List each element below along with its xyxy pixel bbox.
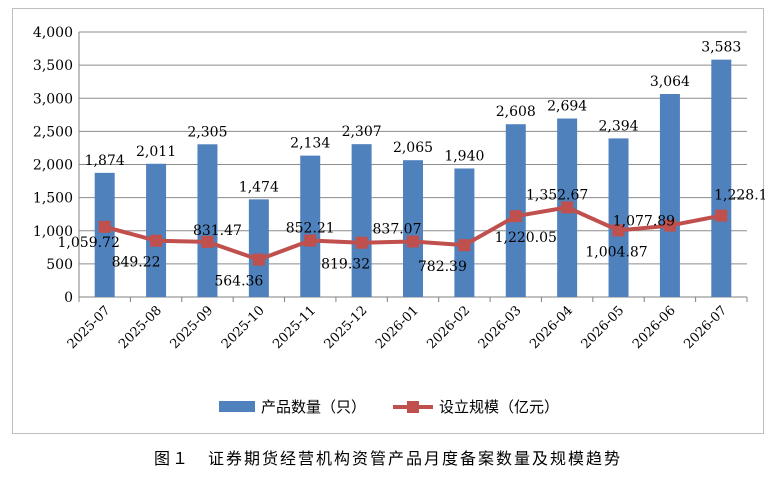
line-point — [561, 201, 574, 214]
bar — [403, 160, 423, 297]
x-tick-label: 2025-11 — [270, 303, 319, 352]
line-series — [98, 201, 728, 266]
line-point — [252, 253, 265, 266]
x-tick-label: 2025-08 — [116, 303, 165, 352]
line-data-label: 1,077.89 — [613, 214, 675, 230]
bar — [146, 163, 167, 297]
bar — [351, 144, 372, 297]
y-tick-label: 1,000 — [33, 224, 73, 240]
bar-data-label: 1,874 — [85, 153, 125, 169]
line-data-label: 1,352.67 — [526, 187, 588, 203]
x-tick-label: 2026-06 — [630, 303, 679, 352]
line-data-label: 782.39 — [418, 259, 467, 275]
line-point — [304, 234, 317, 247]
bar-data-label: 1,474 — [239, 179, 279, 195]
bar-data-label: 2,694 — [547, 99, 587, 115]
line-point — [612, 224, 625, 237]
bar — [197, 144, 218, 297]
legend-label-line: 设立规模（亿元） — [439, 398, 559, 416]
chart-frame: 0 500 1,000 1,500 2,000 2,500 3,000 3,500 4,000 … — [12, 8, 765, 434]
bar-data-label: 2,134 — [290, 136, 330, 152]
bar-data-label: 2,305 — [187, 124, 227, 140]
bar — [711, 59, 732, 297]
y-axis-ticks: 0 500 1,000 1,500 2,000 2,500 3,000 3,500 4,000 — [33, 25, 73, 306]
legend: 产品数量（只） 设立规模（亿元） — [219, 398, 559, 416]
line-data-label: 1,059.72 — [58, 235, 120, 251]
bar-series — [94, 59, 732, 298]
x-tick-label: 2026-04 — [527, 303, 576, 352]
y-tick-label: 500 — [46, 257, 73, 273]
bar-data-label: 2,307 — [342, 124, 382, 140]
bar-data-label: 2,608 — [496, 104, 536, 120]
line-point — [509, 210, 522, 223]
line-data-label: 819.32 — [321, 257, 370, 273]
x-tick-label: 2025-07 — [65, 303, 114, 352]
line-data-label: 852.21 — [286, 221, 335, 237]
line-point — [715, 209, 728, 222]
y-tick-label: 3,500 — [33, 58, 73, 74]
y-tick-label: 4,000 — [33, 25, 73, 41]
bar-data-label: 3,064 — [650, 74, 690, 90]
x-tick-label: 2026-03 — [476, 303, 525, 352]
bar-data-label: 2,394 — [598, 118, 638, 134]
x-axis-ticks: 2025-07 2025-08 2025-09 2025-10 2025-11 2025-… — [65, 303, 730, 352]
bar — [608, 138, 629, 297]
legend-marker-line — [407, 401, 419, 413]
x-tick-label: 2025-09 — [167, 303, 216, 352]
y-tick-label: 0 — [64, 290, 73, 306]
x-tick-label: 2025-10 — [219, 303, 268, 352]
x-tick-label: 2026-07 — [681, 303, 730, 352]
line-point — [458, 239, 471, 252]
line-point — [201, 235, 214, 248]
line-point — [407, 235, 419, 248]
legend-label-bar: 产品数量（只） — [261, 398, 366, 416]
bar — [248, 199, 269, 297]
line-point — [663, 219, 676, 232]
line-data-label: 1,004.87 — [585, 244, 647, 260]
y-tick-label: 2,000 — [33, 158, 73, 174]
bar-data-label: 2,065 — [393, 140, 433, 156]
line-data-label: 1,228.19 — [714, 188, 765, 204]
y-tick-label: 2,500 — [33, 124, 73, 140]
line-point — [98, 220, 111, 233]
bar — [94, 172, 115, 297]
line-data-label: 837.07 — [373, 222, 422, 238]
line-data-label: 849.22 — [112, 255, 161, 271]
x-tick-label: 2026-02 — [424, 303, 473, 352]
y-tick-label: 3,000 — [33, 91, 73, 107]
y-tick-label: 1,500 — [33, 191, 73, 207]
x-tick-label: 2025-12 — [322, 303, 371, 352]
figure-caption: 图１ 证券期货经营机构资管产品月度备案数量及规模趋势 — [153, 449, 622, 468]
bar-data-label: 3,583 — [701, 40, 741, 56]
bar — [454, 168, 475, 297]
x-tick-label: 2026-05 — [579, 303, 628, 352]
data-labels: 1,874 2,011 2,305 1,474 2,134 2,307 2,065 1,940… — [58, 40, 765, 290]
bar — [659, 94, 680, 297]
line-point — [150, 234, 163, 247]
line-data-label: 1,220.05 — [495, 230, 557, 246]
bar-data-label: 2,011 — [136, 144, 176, 160]
bar — [300, 155, 321, 297]
line-point — [355, 236, 368, 249]
bar-data-label: 1,940 — [444, 148, 484, 164]
chart: 05001,0001,5002,0002,5003,0003,5004,000 … — [33, 25, 765, 416]
x-tick-label: 2026-01 — [373, 303, 422, 352]
line-data-label: 831.47 — [193, 223, 242, 239]
line-data-label: 564.36 — [214, 274, 263, 290]
legend-swatch-bar — [219, 401, 255, 412]
